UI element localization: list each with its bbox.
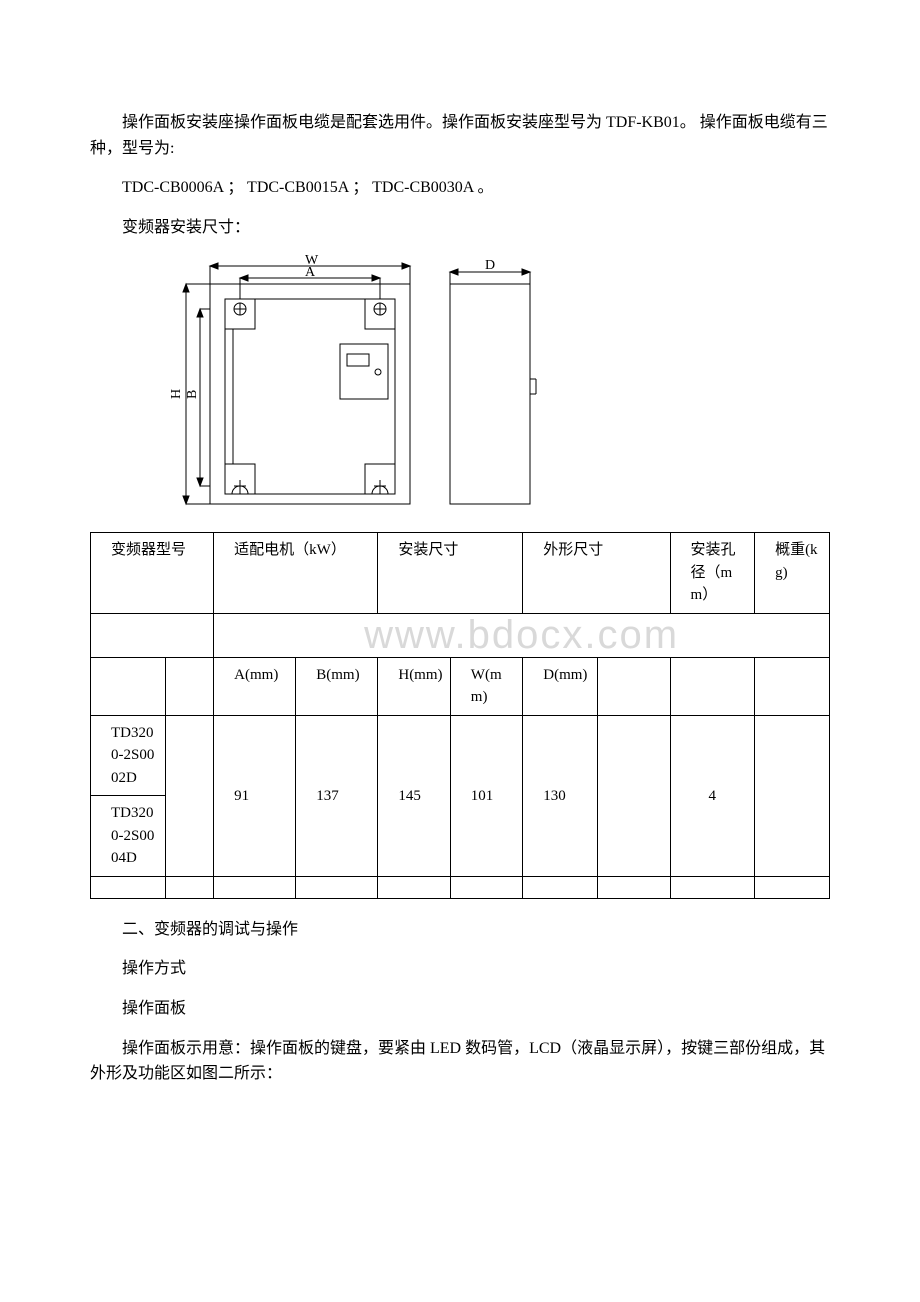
subheader-w: W(mm) [450, 657, 522, 715]
header-outline-dim: 外形尺寸 [523, 533, 670, 614]
cell-b: 137 [296, 715, 378, 876]
table-row: TD3200-2S0002D 91 137 145 101 130 4 [91, 715, 830, 796]
header-model: 变频器型号 [91, 533, 214, 614]
header-install-dim: 安装尺寸 [378, 533, 523, 614]
subheader-a: A(mm) [214, 657, 296, 715]
header-weight: 概重(kg) [755, 533, 830, 614]
installation-diagram: W A H B D [150, 254, 830, 514]
cell-model-2: TD3200-2S0004D [91, 796, 166, 877]
subtitle-operation-mode: 操作方式 [90, 956, 830, 982]
table-header-row: 变频器型号 适配电机（kW） 安装尺寸 外形尺寸 安装孔径（mm） 概重(kg) [91, 533, 830, 614]
dim-label-a: A [305, 265, 316, 280]
dim-label-b: B [185, 390, 200, 399]
subtitle-operation-panel: 操作面板 [90, 996, 830, 1022]
subheader-b: B(mm) [296, 657, 378, 715]
cell-d: 130 [523, 715, 598, 876]
spec-table: 变频器型号 适配电机（kW） 安装尺寸 外形尺寸 安装孔径（mm） 概重(kg)… [90, 532, 830, 899]
table-subheader-row: A(mm) B(mm) H(mm) W(mm) D(mm) [91, 657, 830, 715]
cell-model-1: TD3200-2S0002D [91, 715, 166, 796]
dim-label-h: H [169, 389, 184, 399]
paragraph-panel-desc: 操作面板示用意：操作面板的键盘，要紧由 LED 数码管，LCD（液晶显示屏），按… [90, 1036, 830, 1087]
table-watermark-row: www.bdocx.com [91, 613, 830, 657]
cell-a: 91 [214, 715, 296, 876]
table-empty-row [91, 876, 830, 898]
watermark-text: www.bdocx.com [214, 614, 829, 657]
paragraph-intro: 操作面板安装座操作面板电缆是配套选用件。操作面板安装座型号为 TDF-KB01。… [90, 110, 830, 161]
section-title-debug: 二、变频器的调试与操作 [90, 917, 830, 943]
subheader-h: H(mm) [378, 657, 450, 715]
header-hole: 安装孔径（mm） [670, 533, 755, 614]
dim-label-d: D [485, 258, 495, 273]
subheader-d: D(mm) [523, 657, 598, 715]
header-motor: 适配电机（kW） [214, 533, 378, 614]
paragraph-dimensions-title: 变频器安装尺寸： [90, 215, 830, 241]
cell-h: 145 [378, 715, 450, 876]
paragraph-cables: TDC-CB0006A ； TDC-CB0015A ； TDC-CB0030A … [90, 175, 830, 201]
cell-w: 101 [450, 715, 522, 876]
cell-hole: 4 [670, 715, 755, 876]
